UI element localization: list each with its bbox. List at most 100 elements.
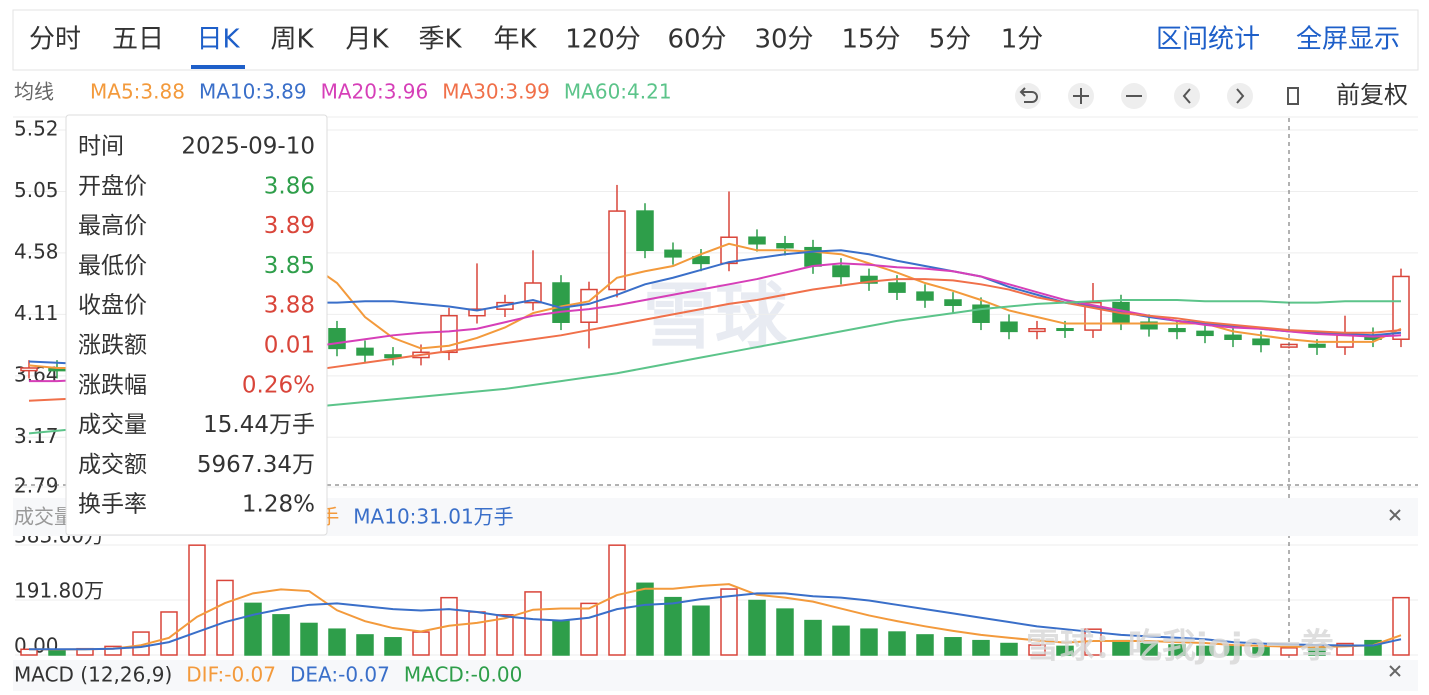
tab[interactable]: 1分 (1001, 25, 1044, 55)
tab[interactable]: 60分 (667, 25, 726, 55)
volume-bar (356, 634, 374, 656)
volume-bar (244, 602, 262, 656)
volume-bar (748, 599, 766, 656)
tooltip-value: 3.85 (264, 253, 315, 279)
undo-button[interactable] (1015, 83, 1041, 109)
volume-bar (580, 602, 598, 656)
tab[interactable]: 日K (196, 25, 240, 55)
candle-body (1028, 328, 1046, 333)
tab[interactable]: 月K (345, 25, 389, 55)
candle-body (1056, 328, 1074, 332)
legend-item: MA5:3.88 (90, 80, 185, 104)
volume-bar (384, 637, 402, 656)
active-tab-underline (191, 65, 245, 69)
candle-body (1168, 328, 1186, 333)
volume-bar (188, 544, 206, 656)
tooltip-label: 时间 (78, 134, 124, 160)
tooltip-value: 0.26% (242, 372, 315, 398)
tooltip-label: 涨跌额 (78, 333, 147, 359)
candle-body (468, 308, 486, 317)
ma-title: 均线 (14, 80, 54, 104)
volume-bar (720, 588, 738, 656)
tooltip-value: 1.28% (242, 492, 315, 518)
volume-bar (916, 634, 934, 656)
volume-bar (944, 637, 962, 656)
y-tick-label: 5.05 (14, 178, 59, 202)
tab[interactable]: 120分 (565, 25, 641, 55)
y-tick-label: 2.79 (14, 474, 59, 498)
volume-bar (1140, 642, 1158, 656)
candle-body (580, 288, 598, 323)
candle-body (636, 210, 654, 252)
tooltip-value: 3.88 (264, 293, 315, 319)
volume-tick-label: 191.80万 (14, 579, 104, 603)
tab[interactable]: 15分 (841, 25, 900, 55)
range-stats-link[interactable]: 区间统计 (1156, 25, 1260, 55)
y-tick-label: 3.17 (14, 424, 59, 448)
volume-bar (832, 625, 850, 656)
candle-body (776, 243, 794, 249)
tooltip-label: 最低价 (78, 253, 147, 279)
tab[interactable]: 30分 (754, 25, 813, 55)
macd-header (13, 660, 1418, 691)
volume-bar (160, 611, 178, 656)
ma-line (28, 583, 1402, 651)
candle-body (384, 354, 402, 359)
candle-body (748, 236, 766, 245)
right-button[interactable] (1227, 83, 1253, 109)
volume-bar (1000, 642, 1018, 656)
tab[interactable]: 年K (493, 25, 537, 55)
tooltip-label: 涨跌幅 (78, 372, 147, 398)
volume-bar (776, 608, 794, 656)
volume-bar (636, 582, 654, 656)
candle-body (664, 249, 682, 258)
tab[interactable]: 5分 (929, 25, 972, 55)
candle-body (440, 314, 458, 354)
volume-bar (412, 631, 430, 656)
watermark: 雪球 (643, 275, 788, 359)
candle-body (916, 291, 934, 301)
tooltip-value: 15.44万手 (203, 412, 315, 438)
volume-bar (1280, 647, 1298, 656)
tab[interactable]: 季K (418, 25, 462, 55)
toolbar (1015, 83, 1299, 109)
volume-bar (48, 649, 66, 656)
volume-bar (1336, 642, 1354, 656)
close-volume[interactable] (1389, 509, 1401, 521)
fullscreen-link[interactable]: 全屏显示 (1296, 25, 1400, 55)
candle-body (20, 367, 38, 372)
candle-body (1196, 330, 1214, 337)
tooltip-value: 2025-09-10 (181, 134, 315, 160)
candle-body (552, 282, 570, 323)
tooltip-label: 成交额 (78, 452, 147, 478)
close-macd[interactable] (1389, 665, 1401, 677)
tab[interactable]: 分时 (29, 25, 81, 55)
volume-bar (524, 591, 542, 656)
tab[interactable]: 五日 (112, 25, 164, 55)
volume-bar (1056, 645, 1074, 656)
legend-item: MA20:3.96 (321, 80, 429, 104)
left-button[interactable] (1174, 83, 1200, 109)
volume-bar (608, 544, 626, 656)
legend-item: MA60:4.21 (564, 80, 672, 104)
candle-body (328, 328, 346, 350)
legend-item: MA10:31.01万手 (353, 505, 513, 529)
candle-toggle[interactable] (1287, 87, 1299, 105)
volume-bar (860, 628, 878, 656)
tooltip-value: 3.86 (264, 173, 315, 199)
adjust-mode[interactable]: 前复权 (1336, 81, 1408, 109)
legend-item: MA30:3.99 (442, 80, 550, 104)
candle-body (1224, 334, 1242, 340)
tooltip-label: 成交量 (78, 412, 147, 438)
candle-body (1140, 321, 1158, 330)
candle-body (1308, 343, 1326, 348)
volume-bar (972, 639, 990, 656)
legend-item: MACD:-0.00 (404, 663, 522, 687)
candle-body (608, 210, 626, 291)
candle-body (944, 299, 962, 306)
candle-body (356, 347, 374, 356)
tooltip-value: 3.89 (264, 213, 315, 239)
tab[interactable]: 周K (270, 25, 314, 55)
legend-item: MA10:3.89 (199, 80, 307, 104)
volume-bar (804, 619, 822, 656)
